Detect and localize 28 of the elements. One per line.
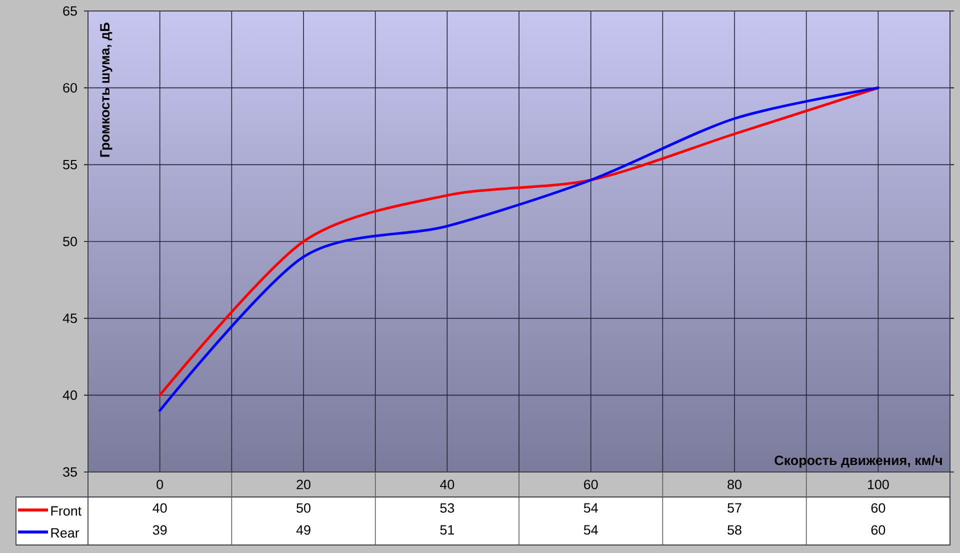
x-tick-label: 40 [440,480,454,490]
legend-label: Rear [51,528,80,538]
data-label: 57 [728,503,742,513]
x-tick-label: 20 [296,480,310,490]
data-label: 49 [296,525,310,535]
x-tick-label: 80 [728,480,742,490]
data-label: 39 [152,525,167,535]
y-tick-label: 45 [62,314,77,324]
x-tick-label: 0 [156,480,164,490]
data-label: 58 [728,525,742,535]
y-tick-label: 50 [63,236,77,246]
x-tick-label: 60 [584,480,598,490]
data-label: 54 [584,503,598,513]
data-label: 60 [871,525,886,535]
y-tick-label: 55 [63,160,77,170]
y-tick-label: 40 [62,390,77,400]
y-tick-label: 35 [63,467,77,477]
data-label: 53 [440,503,454,513]
y-axis-title: Громкость шума, дБ [100,22,112,157]
data-label: 50 [296,503,310,513]
legend-label: Front [51,506,82,516]
y-tick-label: 65 [63,6,77,16]
data-label: 60 [871,503,886,513]
data-label: 54 [584,525,598,535]
data-label: 51 [440,525,454,535]
y-tick-label: 60 [63,83,77,93]
x-tick-label: 100 [868,480,889,490]
data-label: 40 [152,503,167,513]
